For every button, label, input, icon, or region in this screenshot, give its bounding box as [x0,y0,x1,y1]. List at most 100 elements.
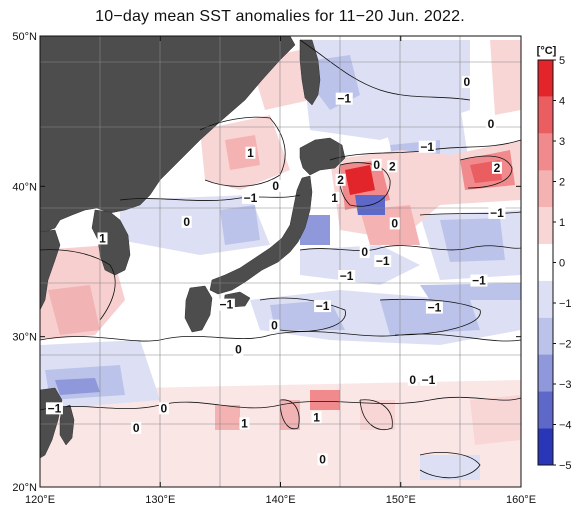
axis-ticks: 120°E 130°E 140°E 150°E 160°E 20°N 30°N 40°N 50°… [12,31,536,506]
contour-label-bg [158,402,169,415]
contour-label-bg [461,76,472,89]
map-title: 10−day mean SST anomalies for 11−20 Jun.… [95,8,465,25]
contour-label-bg [488,206,506,219]
contour-label-bg [425,301,443,314]
colorbar-segment [538,170,553,208]
contour-label-bg [485,118,496,131]
contour-label: 1 [241,416,248,430]
contour-label: 2 [494,161,501,175]
colorbar-tick-label: −2 [559,339,572,351]
contour-label-bg [359,245,370,258]
contour-label: 1 [331,191,338,205]
colorbar-tick-label: 0 [559,258,565,270]
contour-label: −1 [48,401,62,415]
colorbar-segment [538,391,553,429]
contour-label: 0 [133,421,140,435]
colorbar-segment [538,280,553,318]
contour-label-bg [338,270,356,283]
contour-label-bg [419,373,437,386]
colorbar: [°C]5 4 3 2 1 0 −1 −2 −3 −4 −5 [537,45,572,472]
contour-label: 1 [99,231,106,245]
contour-label-bg [181,215,192,228]
contour-label-bg [389,217,400,230]
colorbar-tick-label: 5 [559,55,565,67]
contour-label-bg [311,411,322,424]
colorbar-tick-label: 2 [559,177,565,189]
contour-label-bg [314,300,332,313]
contour-label-bg [45,402,63,415]
colorbar-tick-label: −4 [559,420,572,432]
contour-label: −1 [376,254,390,268]
colorbar-unit: [°C] [537,45,557,57]
land [40,36,346,459]
contour-label-bg [241,191,259,204]
contour-label: 0 [361,245,368,259]
x-tick-label: 160°E [506,494,536,506]
contour-label: 0 [409,373,416,387]
colorbar-tick-label: −1 [559,298,572,310]
x-tick-label: 140°E [265,494,295,506]
contour-label-bg [335,92,353,105]
contour-label: −1 [472,274,486,288]
contour-label: −1 [422,373,436,387]
contour-label: 0 [272,179,279,193]
contour-label-bg [407,373,418,386]
contour-label: −1 [428,301,442,315]
contour-label: 0 [271,319,278,333]
contour-label-bg [335,173,346,186]
contour-label-bg [97,232,108,245]
contour-label: −1 [340,269,354,283]
contour-label-bg [371,158,382,171]
contour-label: 0 [183,215,190,229]
colorbar-segment [538,244,553,281]
colorbar-segment [538,133,553,171]
contour-label: 1 [313,410,320,424]
colorbar-tick-label: −5 [559,460,572,472]
colorbar-segment [538,317,553,355]
contour-label-bg [233,343,244,356]
contour-label: 1 [247,146,254,160]
contour-label-bg [387,160,398,173]
contour-label-bg [491,161,502,174]
colorbar-tick-label: 4 [559,96,565,108]
contour-label: 0 [319,452,326,466]
colorbar-segment [538,60,553,97]
contour-label-bg [239,417,250,430]
contour-label: −1 [337,92,351,106]
contour-label: 0 [391,216,398,230]
contour-label: −1 [316,299,330,313]
contour-label: −1 [420,140,434,154]
contour-label-bg [269,319,280,332]
contour-label: 0 [464,75,471,89]
contour-label-bg [329,191,340,204]
contour-label-bg [245,146,256,159]
contour-label-bg [270,179,281,192]
contour-label: 2 [337,173,344,187]
colorbar-segment [538,96,553,134]
x-tick-label: 120°E [25,494,55,506]
contour-label-bg [418,140,436,153]
contour-label-bg [131,421,142,434]
contour-label: −1 [244,191,258,205]
y-tick-label: 40°N [12,181,37,193]
colorbar-tick-label: 3 [559,136,565,148]
colorbar-segment [538,428,553,465]
y-tick-label: 20°N [12,482,37,494]
contour-label-bg [317,453,328,466]
contour-label-bg [374,255,392,268]
contour-label: 0 [161,401,168,415]
colorbar-tick-label: −3 [559,379,572,391]
contour-label: 0 [488,117,495,131]
y-tick-label: 50°N [12,31,37,43]
contour-label: −1 [220,298,234,312]
grid-lines [40,36,521,487]
contour-label: 0 [235,343,242,357]
contour-label-bg [470,274,488,287]
contour-label: −1 [490,206,504,220]
contour-label-bg [217,298,235,311]
contour-label: 2 [389,159,396,173]
colorbar-segment [538,354,553,392]
contour-label: 0 [373,158,380,172]
